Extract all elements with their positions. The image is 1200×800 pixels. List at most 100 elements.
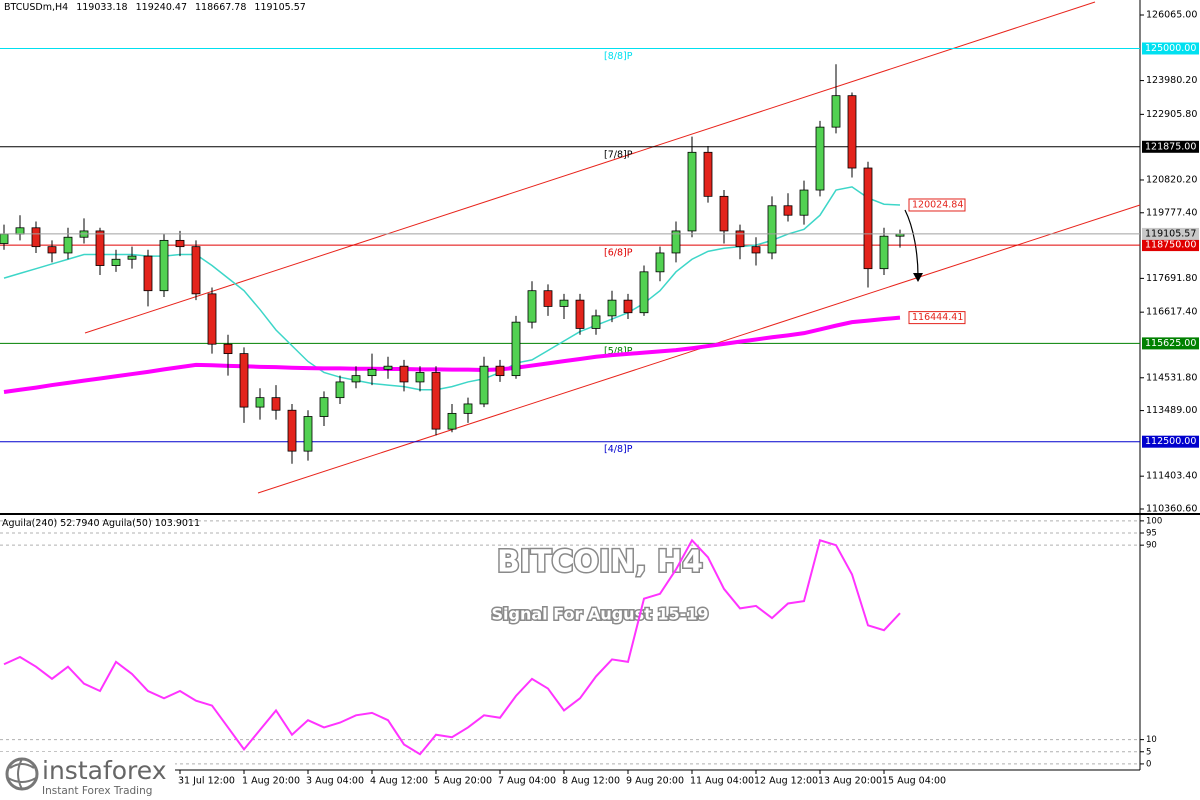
candle-body (623, 299, 633, 314)
y-tick-label: 120820.20 (1146, 174, 1197, 185)
candle-body (463, 403, 473, 414)
ma-value-box (908, 311, 966, 325)
logo: instaforex Instant Forex Trading (0, 752, 175, 800)
candle-body (527, 290, 537, 323)
candle-body (239, 353, 249, 408)
x-tick-label: 13 Aug 20:00 (818, 776, 882, 787)
y-tick-label: 117691.80 (1146, 273, 1197, 284)
logo-name: instaforex (42, 756, 167, 785)
candle-body (799, 189, 809, 216)
level-label-box (1142, 435, 1199, 448)
level-label-box (1142, 42, 1199, 55)
candle-body (255, 397, 265, 408)
moving-average (3, 186, 901, 391)
x-tick-label: 5 Aug 20:00 (434, 776, 492, 787)
low-value: 118667.78 (195, 2, 247, 13)
candle-body (783, 205, 793, 216)
open-value: 119033.18 (76, 2, 128, 13)
level-name: [5/8]P (604, 346, 633, 357)
candle-body (143, 255, 153, 292)
current-price-box (1142, 227, 1199, 240)
x-tick-label: 12 Aug 12:00 (754, 776, 818, 787)
level-label-box (1142, 140, 1199, 153)
candle-body (575, 299, 585, 329)
candle-body (511, 321, 521, 377)
level-name: [8/8]P (604, 51, 633, 62)
candle-body (591, 315, 601, 329)
x-tick-label: 1 Aug 20:00 (242, 776, 300, 787)
symbol-title: BTCUSDm,H4 (4, 2, 69, 13)
candle-body (303, 416, 313, 452)
level-name: [6/8]P (604, 248, 633, 259)
y-tick-label: 123980.20 (1146, 75, 1197, 86)
candle-body (415, 372, 425, 383)
candle-body (735, 230, 745, 248)
candle-body (319, 397, 329, 417)
level-label: 112500.00 (1145, 436, 1196, 447)
high-value: 119240.47 (135, 2, 187, 13)
level-label: 115625.00 (1145, 338, 1196, 349)
main-header: BTCUSDm,H4 119033.18 119240.47 118667.78… (4, 2, 311, 13)
ma-value-label: 116444.41 (912, 312, 963, 323)
channel-upper (84, 1, 1096, 334)
candle-body (639, 271, 649, 314)
candle-body (447, 412, 457, 430)
x-tick-label: 4 Aug 12:00 (370, 776, 428, 787)
candle-body (95, 230, 105, 266)
candle-body (127, 255, 137, 260)
candle-body (159, 239, 169, 292)
logo-tagline: Instant Forex Trading (42, 785, 152, 797)
candle-body (111, 258, 121, 266)
indicator-tick-label: 10 (1146, 735, 1157, 745)
candle-body (687, 151, 697, 232)
candle-body (863, 167, 873, 270)
candle-body (831, 95, 841, 128)
current-price-label: 119105.57 (1145, 228, 1196, 239)
indicator-tick-label: 95 (1146, 529, 1157, 539)
level-label-box (1142, 239, 1199, 252)
y-tick-label: 111403.40 (1146, 471, 1197, 482)
watermark-title: BITCOIN, H4 (497, 545, 703, 580)
ma-value-box (908, 198, 966, 212)
candle-body (607, 299, 617, 317)
x-tick-label: 8 Aug 12:00 (562, 776, 620, 787)
candle-body (175, 239, 185, 248)
y-tick-label: 119777.40 (1146, 207, 1197, 218)
candle-body (559, 299, 569, 307)
candle-body (207, 293, 217, 345)
candle-body (383, 365, 393, 370)
indicator-title: Aguila(240) 52.7940 Aguila(50) 103.9011 (2, 518, 201, 529)
candle-body (751, 246, 761, 254)
y-tick-label: 126065.00 (1146, 9, 1197, 20)
candle-body (15, 227, 25, 235)
x-tick-label: 11 Aug 04:00 (690, 776, 754, 787)
indicator-header: Aguila(240) 52.7940 Aguila(50) 103.9011 (2, 518, 205, 529)
x-tick-label: 3 Aug 04:00 (306, 776, 364, 787)
candle-body (847, 95, 857, 169)
candle-body (47, 246, 57, 254)
indicator-tick-label: 0 (1146, 759, 1151, 769)
candle-body (479, 365, 489, 405)
close-value: 119105.57 (254, 2, 306, 13)
ma-value-label: 120024.84 (912, 199, 963, 210)
y-tick-label: 116617.40 (1146, 307, 1197, 318)
indicator-tick-label: 5 (1146, 747, 1151, 757)
candle-body (671, 230, 681, 254)
x-tick-label: 9 Aug 20:00 (626, 776, 684, 787)
watermark-subtitle: Signal For August 15-19 (492, 605, 709, 624)
forecast-arrowhead (913, 273, 923, 282)
candle-body (543, 290, 553, 307)
indicator-line (3, 538, 901, 756)
candle-body (655, 252, 665, 273)
candle-body (431, 372, 441, 430)
candle-body (287, 409, 297, 452)
candle-body (0, 233, 9, 244)
candle-body (719, 195, 729, 232)
level-label: 118750.00 (1145, 240, 1196, 251)
x-tick-label: 7 Aug 04:00 (498, 776, 556, 787)
logo-globe-lines (7, 758, 37, 790)
candle-body (335, 381, 345, 399)
